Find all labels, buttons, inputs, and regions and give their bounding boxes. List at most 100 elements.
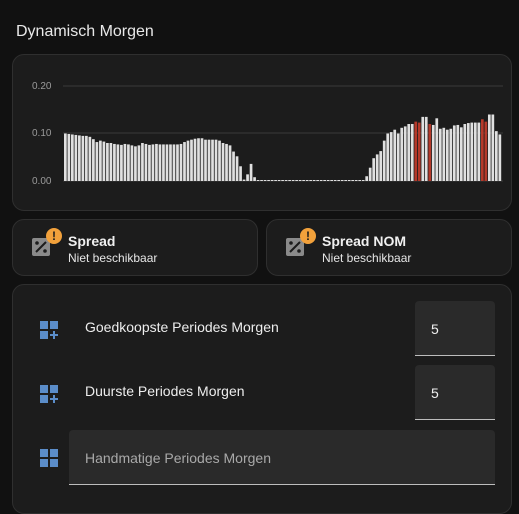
chart-bar[interactable] xyxy=(169,144,172,181)
chart-bar[interactable] xyxy=(120,144,123,181)
chart-bar[interactable] xyxy=(214,139,218,181)
chart-bar[interactable] xyxy=(312,180,316,181)
chart-bar[interactable] xyxy=(186,140,190,182)
chart-bar[interactable] xyxy=(204,139,207,181)
chart-bar[interactable] xyxy=(302,180,305,181)
chart-bar[interactable] xyxy=(375,154,379,181)
chart-bar[interactable] xyxy=(274,180,277,181)
chart-bar[interactable] xyxy=(88,136,92,181)
chart-bar[interactable] xyxy=(263,180,267,181)
chart-bar[interactable] xyxy=(148,144,151,181)
chart-bar[interactable] xyxy=(323,180,326,181)
chart-bar[interactable] xyxy=(466,123,470,181)
chart-bar[interactable] xyxy=(281,180,284,181)
chart-bar[interactable] xyxy=(463,124,467,181)
chart-bar[interactable] xyxy=(319,180,323,181)
chart-bar[interactable] xyxy=(442,127,446,181)
chart-bar[interactable] xyxy=(225,143,228,181)
chart-bar[interactable] xyxy=(491,114,495,182)
chart-bar[interactable] xyxy=(221,143,225,181)
chart-bar[interactable] xyxy=(113,143,116,181)
chart-bar[interactable] xyxy=(144,143,148,181)
chart-bar[interactable] xyxy=(134,146,137,181)
chart-bar[interactable] xyxy=(410,124,414,181)
chart-bar[interactable] xyxy=(130,145,134,182)
chart-bar[interactable] xyxy=(449,128,453,181)
chart-bar[interactable] xyxy=(421,116,425,182)
chart-bar[interactable] xyxy=(277,180,281,181)
chart-bar[interactable] xyxy=(438,128,442,181)
chart-bar[interactable] xyxy=(127,144,130,181)
chart-bar[interactable] xyxy=(309,180,312,181)
chart-bar[interactable] xyxy=(494,131,498,182)
chart-bar[interactable] xyxy=(246,174,249,181)
chart-bar[interactable] xyxy=(431,124,435,181)
handmatige-periodes-input[interactable]: Handmatige Periodes Morgen xyxy=(69,430,495,485)
chart-bar[interactable] xyxy=(389,132,393,181)
chart-bar[interactable] xyxy=(95,142,99,181)
chart-bar[interactable] xyxy=(232,151,235,181)
chart-bar[interactable] xyxy=(106,143,109,181)
chart-bar[interactable] xyxy=(487,114,491,182)
chart-bar[interactable] xyxy=(477,122,481,181)
chart-bar[interactable] xyxy=(235,156,239,181)
chart-bar[interactable] xyxy=(81,135,85,182)
chart-bar[interactable] xyxy=(407,124,411,181)
chart-bar[interactable] xyxy=(393,129,397,181)
chart-bar[interactable] xyxy=(242,179,246,182)
chart-bar[interactable] xyxy=(368,167,372,181)
chart-bar[interactable] xyxy=(260,180,263,181)
chart-bar[interactable] xyxy=(67,133,71,181)
chart-bar[interactable] xyxy=(211,139,214,181)
chart-bar[interactable] xyxy=(116,144,120,181)
chart-bar[interactable] xyxy=(228,145,232,182)
chart-bar[interactable] xyxy=(452,125,456,181)
chart-bar[interactable] xyxy=(200,138,204,181)
chart-bar[interactable] xyxy=(270,180,274,181)
chart-bar[interactable] xyxy=(158,144,162,181)
chart-bar[interactable] xyxy=(470,122,474,181)
chart-bar[interactable] xyxy=(179,143,183,181)
chart-bar[interactable] xyxy=(71,134,74,181)
chart-bar[interactable] xyxy=(151,144,155,181)
chart-bar[interactable] xyxy=(347,180,351,181)
chart-bar[interactable] xyxy=(459,127,463,181)
chart-bar[interactable] xyxy=(172,144,176,181)
chart-bar[interactable] xyxy=(340,180,344,181)
chart-bar[interactable] xyxy=(361,180,365,181)
chart-bar[interactable] xyxy=(165,144,169,181)
chart-bar[interactable] xyxy=(382,140,386,182)
chart-bar[interactable] xyxy=(218,140,221,182)
chart-bar[interactable] xyxy=(435,118,439,181)
chart-bar[interactable] xyxy=(445,129,449,181)
chart-bar[interactable] xyxy=(99,140,102,182)
spread-tile[interactable]: ! Spread Niet beschikbaar xyxy=(12,219,258,276)
chart-bar[interactable] xyxy=(400,127,404,181)
chart-bar[interactable] xyxy=(498,134,502,181)
chart-bar[interactable] xyxy=(354,180,358,181)
chart-bar[interactable] xyxy=(123,143,127,181)
chart-bar[interactable] xyxy=(351,180,355,181)
chart-bar[interactable] xyxy=(414,121,418,182)
spread-nom-tile[interactable]: ! Spread NOM Niet beschikbaar xyxy=(266,219,512,276)
chart-bar[interactable] xyxy=(316,180,319,181)
chart-bar[interactable] xyxy=(176,144,179,181)
chart-bar[interactable] xyxy=(284,180,288,181)
chart-bar[interactable] xyxy=(365,176,369,181)
chart-bar[interactable] xyxy=(162,144,165,181)
chart-bar[interactable] xyxy=(424,116,428,182)
chart-bar[interactable] xyxy=(74,134,78,181)
chart-bar[interactable] xyxy=(78,135,81,181)
chart-bar[interactable] xyxy=(64,133,67,182)
chart-bar[interactable] xyxy=(372,158,376,181)
chart-bar[interactable] xyxy=(326,180,330,181)
chart-bar[interactable] xyxy=(396,133,400,182)
duurste-periodes-input[interactable]: 5 xyxy=(415,365,495,420)
chart-bar[interactable] xyxy=(379,151,383,182)
goedkoopste-periodes-input[interactable]: 5 xyxy=(415,301,495,356)
chart-bar[interactable] xyxy=(456,124,460,181)
chart-bar[interactable] xyxy=(333,180,337,181)
chart-bar[interactable] xyxy=(193,138,197,181)
chart-bar[interactable] xyxy=(305,180,309,181)
chart-bar[interactable] xyxy=(428,124,432,181)
